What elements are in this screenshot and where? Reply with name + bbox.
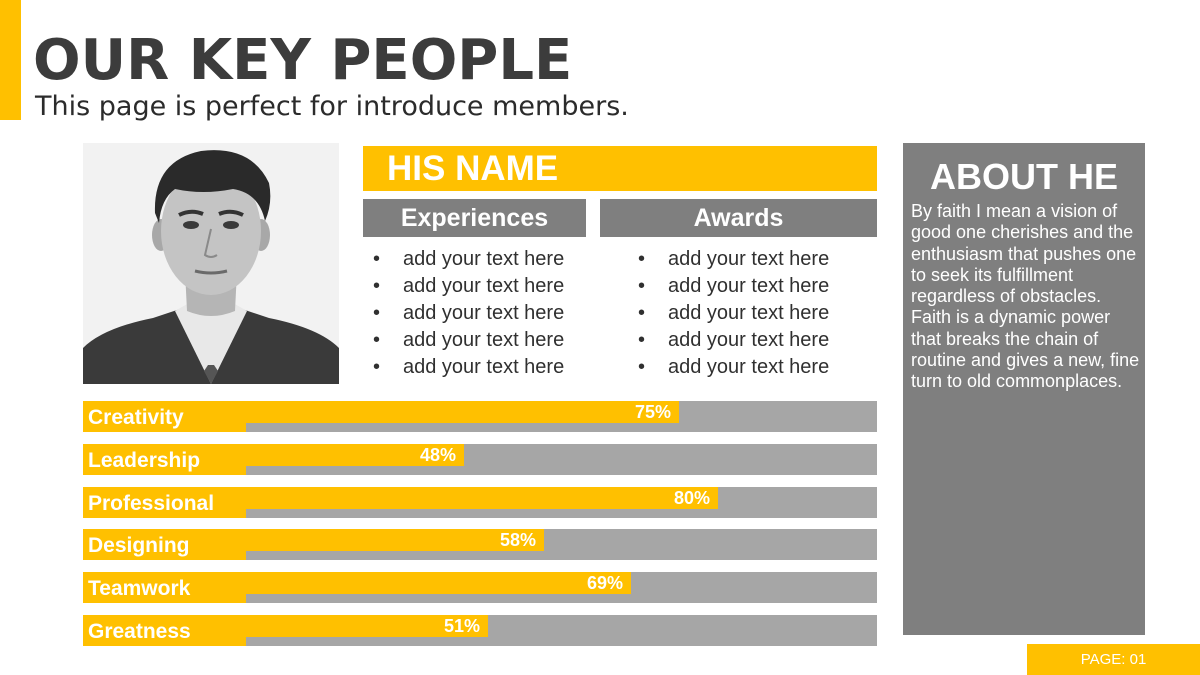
skill-label: Professional [88,492,215,515]
list-item: add your text here [373,327,564,354]
list-item: add your text here [638,273,829,300]
skill-bar-greatness: Greatness 51% [83,615,877,646]
awards-heading: Awards [600,199,877,237]
skill-bar-leadership: Leadership 48% [83,444,877,475]
skill-label: Creativity [88,406,184,429]
experiences-heading: Experiences [363,199,586,237]
skill-label-box [83,572,246,603]
page-subtitle: This page is perfect for introduce membe… [35,91,629,122]
skill-label: Greatness [88,620,191,643]
list-item: add your text here [373,273,564,300]
skill-bar-teamwork: Teamwork 69% [83,572,877,603]
list-item: add your text here [638,354,829,381]
skill-label: Teamwork [88,577,191,600]
skill-bar-designing: Designing 58% [83,529,877,560]
skill-label-box [83,444,246,475]
skill-label-box [83,615,246,646]
skill-percent: 80% [673,488,710,508]
skill-label-box [83,487,246,518]
page-title: OUR KEY PEOPLE [33,28,573,93]
profile-name: HIS NAME [387,149,559,188]
skill-bar-creativity: Creativity 75% [83,401,877,432]
skill-bar-professional: Professional 80% [83,487,877,518]
about-title: ABOUT HE [930,156,1118,197]
list-item: add your text here [373,246,564,273]
page-number-badge: PAGE: 01 [1027,644,1200,675]
list-item: add your text here [638,300,829,327]
about-panel: ABOUT HE By faith I mean a vision of goo… [903,143,1145,635]
skill-percent: 69% [586,573,623,593]
skill-percent: 75% [634,402,671,422]
list-item: add your text here [638,327,829,354]
skill-percent: 58% [499,530,536,550]
skill-percent: 48% [419,445,456,465]
awards-list: add your text here add your text here ad… [638,246,829,381]
skill-label-box [83,529,246,560]
accent-strip [0,0,21,120]
name-banner: HIS NAME [363,146,877,191]
page-number: PAGE: 01 [1080,651,1147,668]
list-item: add your text here [373,300,564,327]
profile-photo [83,143,339,384]
skill-percent: 51% [443,616,480,636]
list-item: add your text here [638,246,829,273]
experiences-list: add your text here add your text here ad… [373,246,564,381]
skill-label: Designing [88,534,190,557]
about-text: By faith I mean a vision of good one che… [911,201,1140,392]
skill-label: Leadership [88,449,201,472]
skill-label-box [83,401,246,432]
list-item: add your text here [373,354,564,381]
